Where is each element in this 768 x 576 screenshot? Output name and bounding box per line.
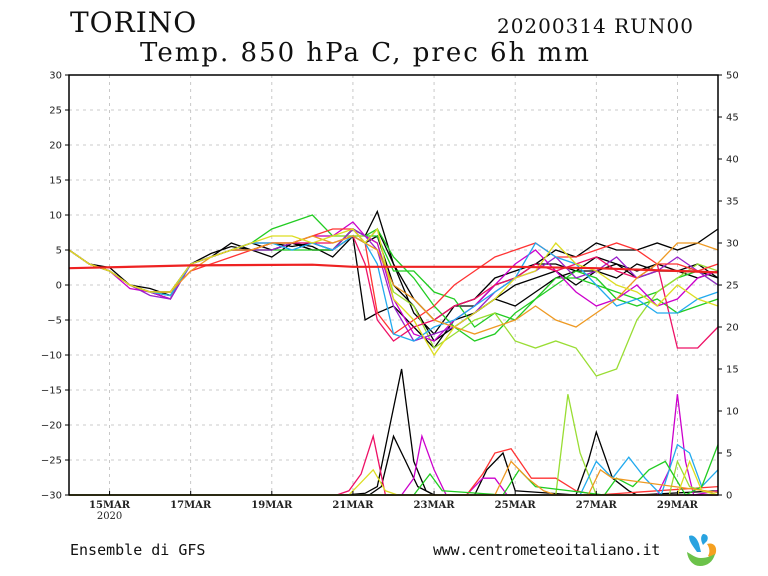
right-tick-label: 50 bbox=[726, 71, 739, 82]
temperature-lines bbox=[68, 209, 719, 377]
left-tick-label: −20 bbox=[41, 421, 62, 432]
temperature-series-line bbox=[68, 235, 719, 342]
right-tick-label: 40 bbox=[726, 155, 739, 166]
precipitation-lines bbox=[69, 368, 719, 497]
left-tick-label: 25 bbox=[49, 106, 62, 117]
logo-blue-shape bbox=[689, 534, 708, 552]
left-tick-label: −15 bbox=[41, 386, 62, 397]
source-label: Ensemble di GFS bbox=[70, 541, 206, 559]
temperature-series-line bbox=[68, 227, 719, 357]
precipitation-series-line bbox=[69, 434, 718, 496]
temperature-series-line bbox=[68, 235, 719, 342]
left-tick-label: 10 bbox=[49, 211, 62, 222]
right-tick-label: 20 bbox=[726, 323, 739, 334]
precipitation-series-line bbox=[69, 460, 719, 496]
x-tick-label: 15MAR bbox=[89, 500, 131, 511]
precipitation-series-line bbox=[69, 448, 719, 496]
precipitation-series-line bbox=[69, 394, 719, 496]
x-tick-label: 17MAR bbox=[170, 500, 212, 511]
x-tick-label: 29MAR bbox=[657, 500, 699, 511]
x-tick-label: 19MAR bbox=[251, 500, 293, 511]
website-link[interactable]: www.centrometeoitaliano.it bbox=[433, 541, 661, 559]
right-tick-label: 25 bbox=[726, 281, 739, 292]
precipitation-series-line bbox=[69, 368, 719, 496]
left-tick-label: −5 bbox=[47, 316, 62, 327]
temperature-series-line bbox=[68, 235, 719, 335]
chart-title: Temp. 850 hPa C, prec 6h mm bbox=[140, 38, 591, 68]
left-tick-label: 15 bbox=[49, 176, 62, 187]
right-tick-label: 10 bbox=[726, 407, 739, 418]
temperature-series-line bbox=[68, 221, 719, 342]
logo-orange-shape bbox=[707, 543, 717, 557]
precipitation-series-line bbox=[69, 459, 719, 496]
x-tick-label: 23MAR bbox=[414, 500, 456, 511]
left-tick-label: 0 bbox=[56, 281, 62, 292]
right-tick-label: 5 bbox=[726, 449, 732, 460]
left-axis: 30 25 20 15 10 5 0 −5 −10 −15 −20 −25 −30 bbox=[41, 71, 69, 502]
left-tick-label: 30 bbox=[49, 71, 62, 82]
precipitation-series-line bbox=[69, 444, 719, 496]
climatology-line bbox=[68, 263, 719, 274]
x-tick-label: 21MAR bbox=[332, 500, 374, 511]
temperature-series-line bbox=[68, 228, 719, 335]
x-tick-label: 25MAR bbox=[495, 500, 537, 511]
climatology-line-group bbox=[68, 263, 719, 274]
precipitation-series-line bbox=[69, 433, 718, 496]
right-tick-label: 15 bbox=[726, 365, 739, 376]
left-tick-label: 5 bbox=[56, 246, 62, 257]
run-label: 20200314 RUN00 bbox=[496, 14, 694, 38]
precipitation-series-line bbox=[69, 443, 719, 497]
right-tick-label: 35 bbox=[726, 197, 739, 208]
city-title: TORINO bbox=[70, 6, 198, 39]
left-tick-label: 20 bbox=[49, 141, 62, 152]
left-tick-label: −10 bbox=[41, 351, 62, 362]
centrometeo-logo bbox=[687, 534, 717, 566]
temperature-series-line bbox=[68, 214, 719, 328]
right-tick-label: 45 bbox=[726, 113, 739, 124]
logo-green-shape bbox=[687, 552, 715, 566]
right-tick-label: 0 bbox=[726, 491, 732, 502]
right-tick-label: 30 bbox=[726, 239, 739, 250]
x-tick-label: 27MAR bbox=[576, 500, 618, 511]
x-tick-year-label: 2020 bbox=[97, 511, 122, 522]
left-tick-label: −30 bbox=[41, 491, 62, 502]
left-tick-label: −25 bbox=[41, 456, 62, 467]
